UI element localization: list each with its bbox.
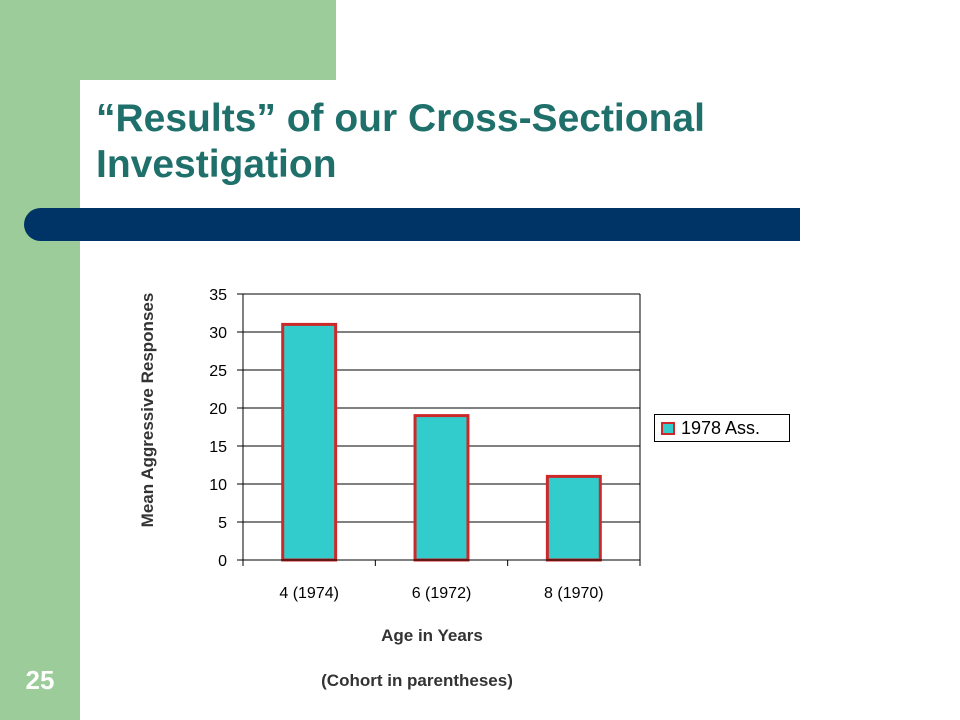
accent-band-left: [0, 0, 80, 720]
x-tick-label: 6 (1972): [412, 585, 472, 602]
legend-label: 1978 Ass.: [681, 417, 761, 438]
y-tick-label: 5: [218, 515, 227, 532]
slide-number: 25: [25, 665, 55, 695]
legend-swatch: [661, 421, 675, 435]
y-tick-label: 25: [209, 363, 227, 380]
legend: 1978 Ass.: [654, 414, 790, 442]
bar: [545, 474, 602, 562]
y-tick-label: 20: [209, 401, 227, 418]
title-divider-bar: [24, 208, 800, 241]
y-tick-label: 35: [209, 287, 227, 304]
content-panel: [80, 80, 960, 720]
x-tick-labels: 4 (1974) 6 (1972) 8 (1970): [279, 585, 603, 602]
slide-title: “Results” of our Cross-Sectional Investi…: [96, 97, 705, 186]
bar: [413, 414, 470, 562]
x-tick-label: 4 (1974): [279, 585, 339, 602]
y-tick-labels: 0 5 10 15 20 25 30 35: [209, 287, 227, 570]
accent-band-top: [80, 0, 336, 80]
bar: [281, 322, 338, 562]
axes: [237, 293, 641, 566]
x-axis-note-text: (Cohort in parentheses): [321, 671, 513, 690]
y-tick-label: 30: [209, 325, 227, 342]
y-tick-label: 0: [218, 553, 227, 570]
y-tick-label: 15: [209, 439, 227, 456]
x-tick-label: 8 (1970): [544, 585, 604, 602]
x-axis-label-text: Age in Years: [381, 626, 483, 645]
y-tick-label: 10: [209, 477, 227, 494]
bars: [281, 322, 602, 562]
